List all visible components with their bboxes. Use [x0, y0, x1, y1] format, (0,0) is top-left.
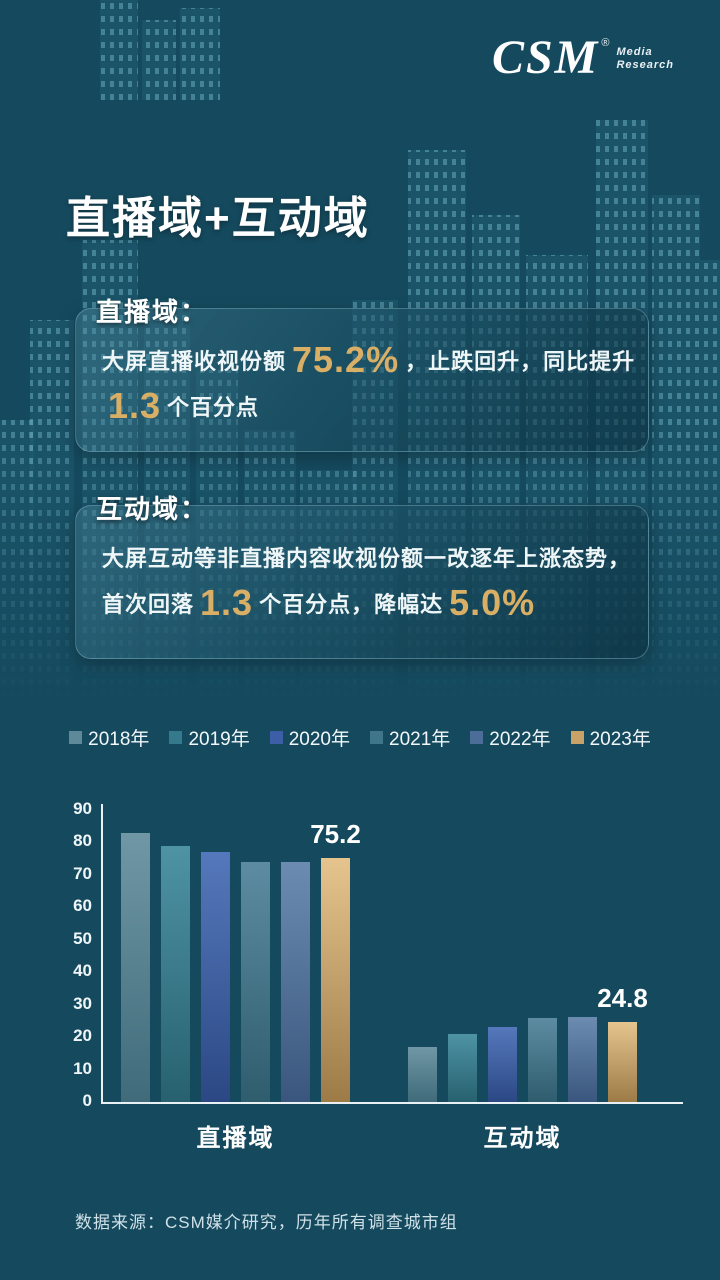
- bar-group-0: 75.2 直播域: [121, 819, 361, 1152]
- live-text-1: 大屏直播收视份额: [102, 349, 287, 374]
- y-tick-label: 10: [73, 1058, 92, 1078]
- live-domain-box-text: 大屏直播收视份额 75.2% ，止跌回升，同比提升 1.3 个百分点: [76, 309, 648, 431]
- logo-subtitle-research: Research: [616, 59, 674, 71]
- live-text-3: 个百分点: [167, 395, 260, 420]
- live-domain-box-label: 直播域：: [96, 297, 209, 327]
- logo-text: CSM: [491, 31, 600, 84]
- bar-直播域-2021年: [241, 861, 270, 1102]
- legend-label: 2021年: [389, 729, 451, 750]
- legend-label: 2020年: [288, 729, 350, 750]
- interactive-domain-box-label: 互动域：: [96, 494, 209, 524]
- legend-swatch: [269, 731, 283, 744]
- logo-subtitle-media: Media: [616, 46, 653, 58]
- interactive-domain-line-1: 大屏互动等非直播内容收视份额一改逐年上涨态势，: [102, 536, 630, 582]
- csm-logo: CSM ® Media Research: [492, 34, 674, 82]
- logo-subtitle: Media Research: [616, 46, 674, 72]
- y-axis-line: [101, 804, 103, 1102]
- bar-value-label: 75.2: [310, 819, 361, 850]
- plot-area: 75.2 直播域 24.8 互动域: [103, 810, 681, 1152]
- legend-swatch: [69, 731, 83, 744]
- y-tick-label: 70: [73, 863, 92, 883]
- legend-swatch: [570, 731, 584, 744]
- interactive-domain-box-text: 大屏互动等非直播内容收视份额一改逐年上涨态势， 首次回落 1.3 个百分点，降幅达 5…: [76, 506, 648, 628]
- legend-item: 2023年: [570, 724, 651, 751]
- interactive-domain-box: 互动域： 大屏互动等非直播内容收视份额一改逐年上涨态势， 首次回落 1.3 个百分点…: [75, 494, 649, 659]
- y-tick-label: 50: [73, 928, 92, 948]
- live-domain-box: 直播域： 大屏直播收视份额 75.2% ，止跌回升，同比提升 1.3 个百分点: [75, 297, 649, 452]
- chart-legend: 2018年 2019年 2020年 2021年 2022年 2023年: [0, 724, 720, 751]
- registered-mark: ®: [601, 37, 610, 49]
- bar-互动域-2018年: [408, 1046, 437, 1102]
- legend-label: 2022年: [489, 729, 551, 750]
- bar-直播域-2020年: [201, 852, 230, 1102]
- legend-item: 2018年: [69, 724, 149, 751]
- legend-swatch: [370, 731, 383, 744]
- bar-互动域-2021年: [528, 1017, 557, 1102]
- legend-label: 2018年: [88, 729, 150, 750]
- y-tick-label: 0: [82, 1091, 92, 1110]
- legend-swatch: [470, 731, 484, 744]
- y-tick-label: 90: [73, 799, 92, 818]
- bar-value-label: 24.8: [597, 982, 648, 1013]
- legend-item: 2019年: [169, 724, 250, 751]
- bar-直播域-2019年: [161, 845, 190, 1102]
- bar-直播域-2018年: [121, 832, 150, 1102]
- y-axis: 0 10 20 30 40 50 60 70 80 90: [0, 770, 94, 1130]
- live-share-value: 75.2%: [292, 339, 400, 380]
- y-tick-label: 30: [73, 993, 92, 1013]
- legend-item: 2020年: [269, 724, 350, 751]
- legend-swatch: [169, 731, 183, 744]
- live-increase-value: 1.3: [108, 385, 162, 426]
- data-source: 数据来源：CSM媒介研究，历年所有调查城市组: [75, 1213, 458, 1232]
- bar-chart: 0 10 20 30 40 50 60 70 80 90 75.2 直播域 24.8 互动域: [0, 770, 720, 1152]
- interactive-drop-value: 1.3: [200, 582, 254, 623]
- live-domain-line-2: 1.3 个百分点: [102, 385, 624, 431]
- x-axis-line: [101, 1102, 683, 1104]
- category-label: 互动域: [483, 1125, 562, 1152]
- y-tick-label: 40: [73, 961, 92, 981]
- bar-互动域-2022年: [568, 1017, 597, 1102]
- bar-互动域-2020年: [488, 1027, 517, 1102]
- bar-互动域-2019年: [448, 1033, 477, 1102]
- interactive-text-2: 首次回落: [102, 592, 195, 617]
- interactive-text-1: 大屏互动等非直播内容收视份额一改逐年上涨态势，: [102, 546, 632, 571]
- live-domain-line-1: 大屏直播收视份额 75.2% ，止跌回升，同比提升: [102, 339, 634, 385]
- interactive-domain-line-2: 首次回落 1.3 个百分点，降幅达 5.0%: [102, 582, 624, 628]
- category-label: 直播域: [196, 1125, 275, 1152]
- interactive-text-3: 个百分点，降幅达: [259, 592, 444, 617]
- y-tick-label: 20: [73, 1026, 92, 1046]
- page-title: 直播域+互动域: [66, 194, 370, 243]
- bar-直播域-2022年: [281, 862, 310, 1102]
- y-tick-label: 80: [73, 831, 92, 851]
- legend-item: 2021年: [370, 724, 450, 751]
- legend-item: 2022年: [470, 724, 551, 751]
- y-tick-label: 60: [73, 896, 92, 916]
- interactive-drop-rate: 5.0%: [449, 582, 536, 623]
- bar-互动域-2023年: 24.8: [597, 983, 648, 1102]
- legend-label: 2023年: [589, 729, 651, 750]
- live-text-2: ，止跌回升，同比提升: [405, 349, 636, 374]
- legend-label: 2019年: [188, 729, 250, 750]
- bar-直播域-2023年: 75.2: [310, 819, 361, 1102]
- bar-group-1: 24.8 互动域: [408, 983, 648, 1152]
